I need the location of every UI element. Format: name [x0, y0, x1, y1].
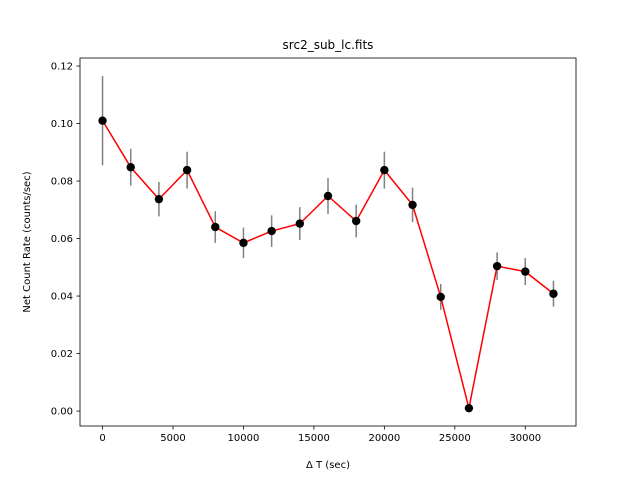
data-point [323, 191, 333, 201]
x-tick-label: 10000 [228, 433, 260, 444]
x-tick-label: 15000 [298, 433, 330, 444]
x-tick-label: 20000 [368, 433, 400, 444]
y-tick-label: 0.00 [51, 407, 73, 418]
y-tick-label: 0.12 [51, 62, 73, 73]
data-point [154, 194, 164, 204]
x-axis: 0 5000 10000 15000 20000 25000 30000 [99, 426, 541, 444]
data-point [126, 163, 135, 172]
chart-title: src2_sub_lc.fits [283, 38, 374, 52]
data-point [408, 200, 417, 210]
x-tick-label: 30000 [509, 433, 541, 444]
data-point [295, 219, 305, 228]
data-point [239, 238, 248, 248]
y-tick-label: 0.10 [51, 119, 73, 130]
plot-content [98, 76, 558, 413]
x-tick-label: 0 [99, 433, 105, 444]
y-axis-label: Net Count Rate (counts/sec) [22, 171, 33, 312]
data-point [549, 289, 558, 298]
data-point [182, 165, 192, 175]
data-point [380, 165, 389, 175]
data-point [98, 116, 107, 125]
plot-frame [79, 57, 577, 427]
data-point [464, 403, 474, 413]
x-axis-label: Δ T (sec) [306, 460, 350, 471]
data-point [211, 222, 220, 232]
y-tick-label: 0.08 [51, 177, 73, 188]
x-tick-label: 25000 [439, 433, 471, 444]
data-point [267, 226, 276, 236]
data-point [351, 216, 361, 226]
y-axis: 0.00 0.02 0.04 0.06 0.08 0.10 0.12 [51, 62, 80, 418]
y-tick-label: 0.02 [51, 349, 73, 360]
y-tick-label: 0.06 [51, 234, 73, 245]
data-point [436, 292, 445, 302]
y-tick-label: 0.04 [51, 292, 73, 303]
data-point [492, 261, 502, 271]
data-point [521, 267, 530, 276]
x-tick-label: 5000 [160, 433, 185, 444]
